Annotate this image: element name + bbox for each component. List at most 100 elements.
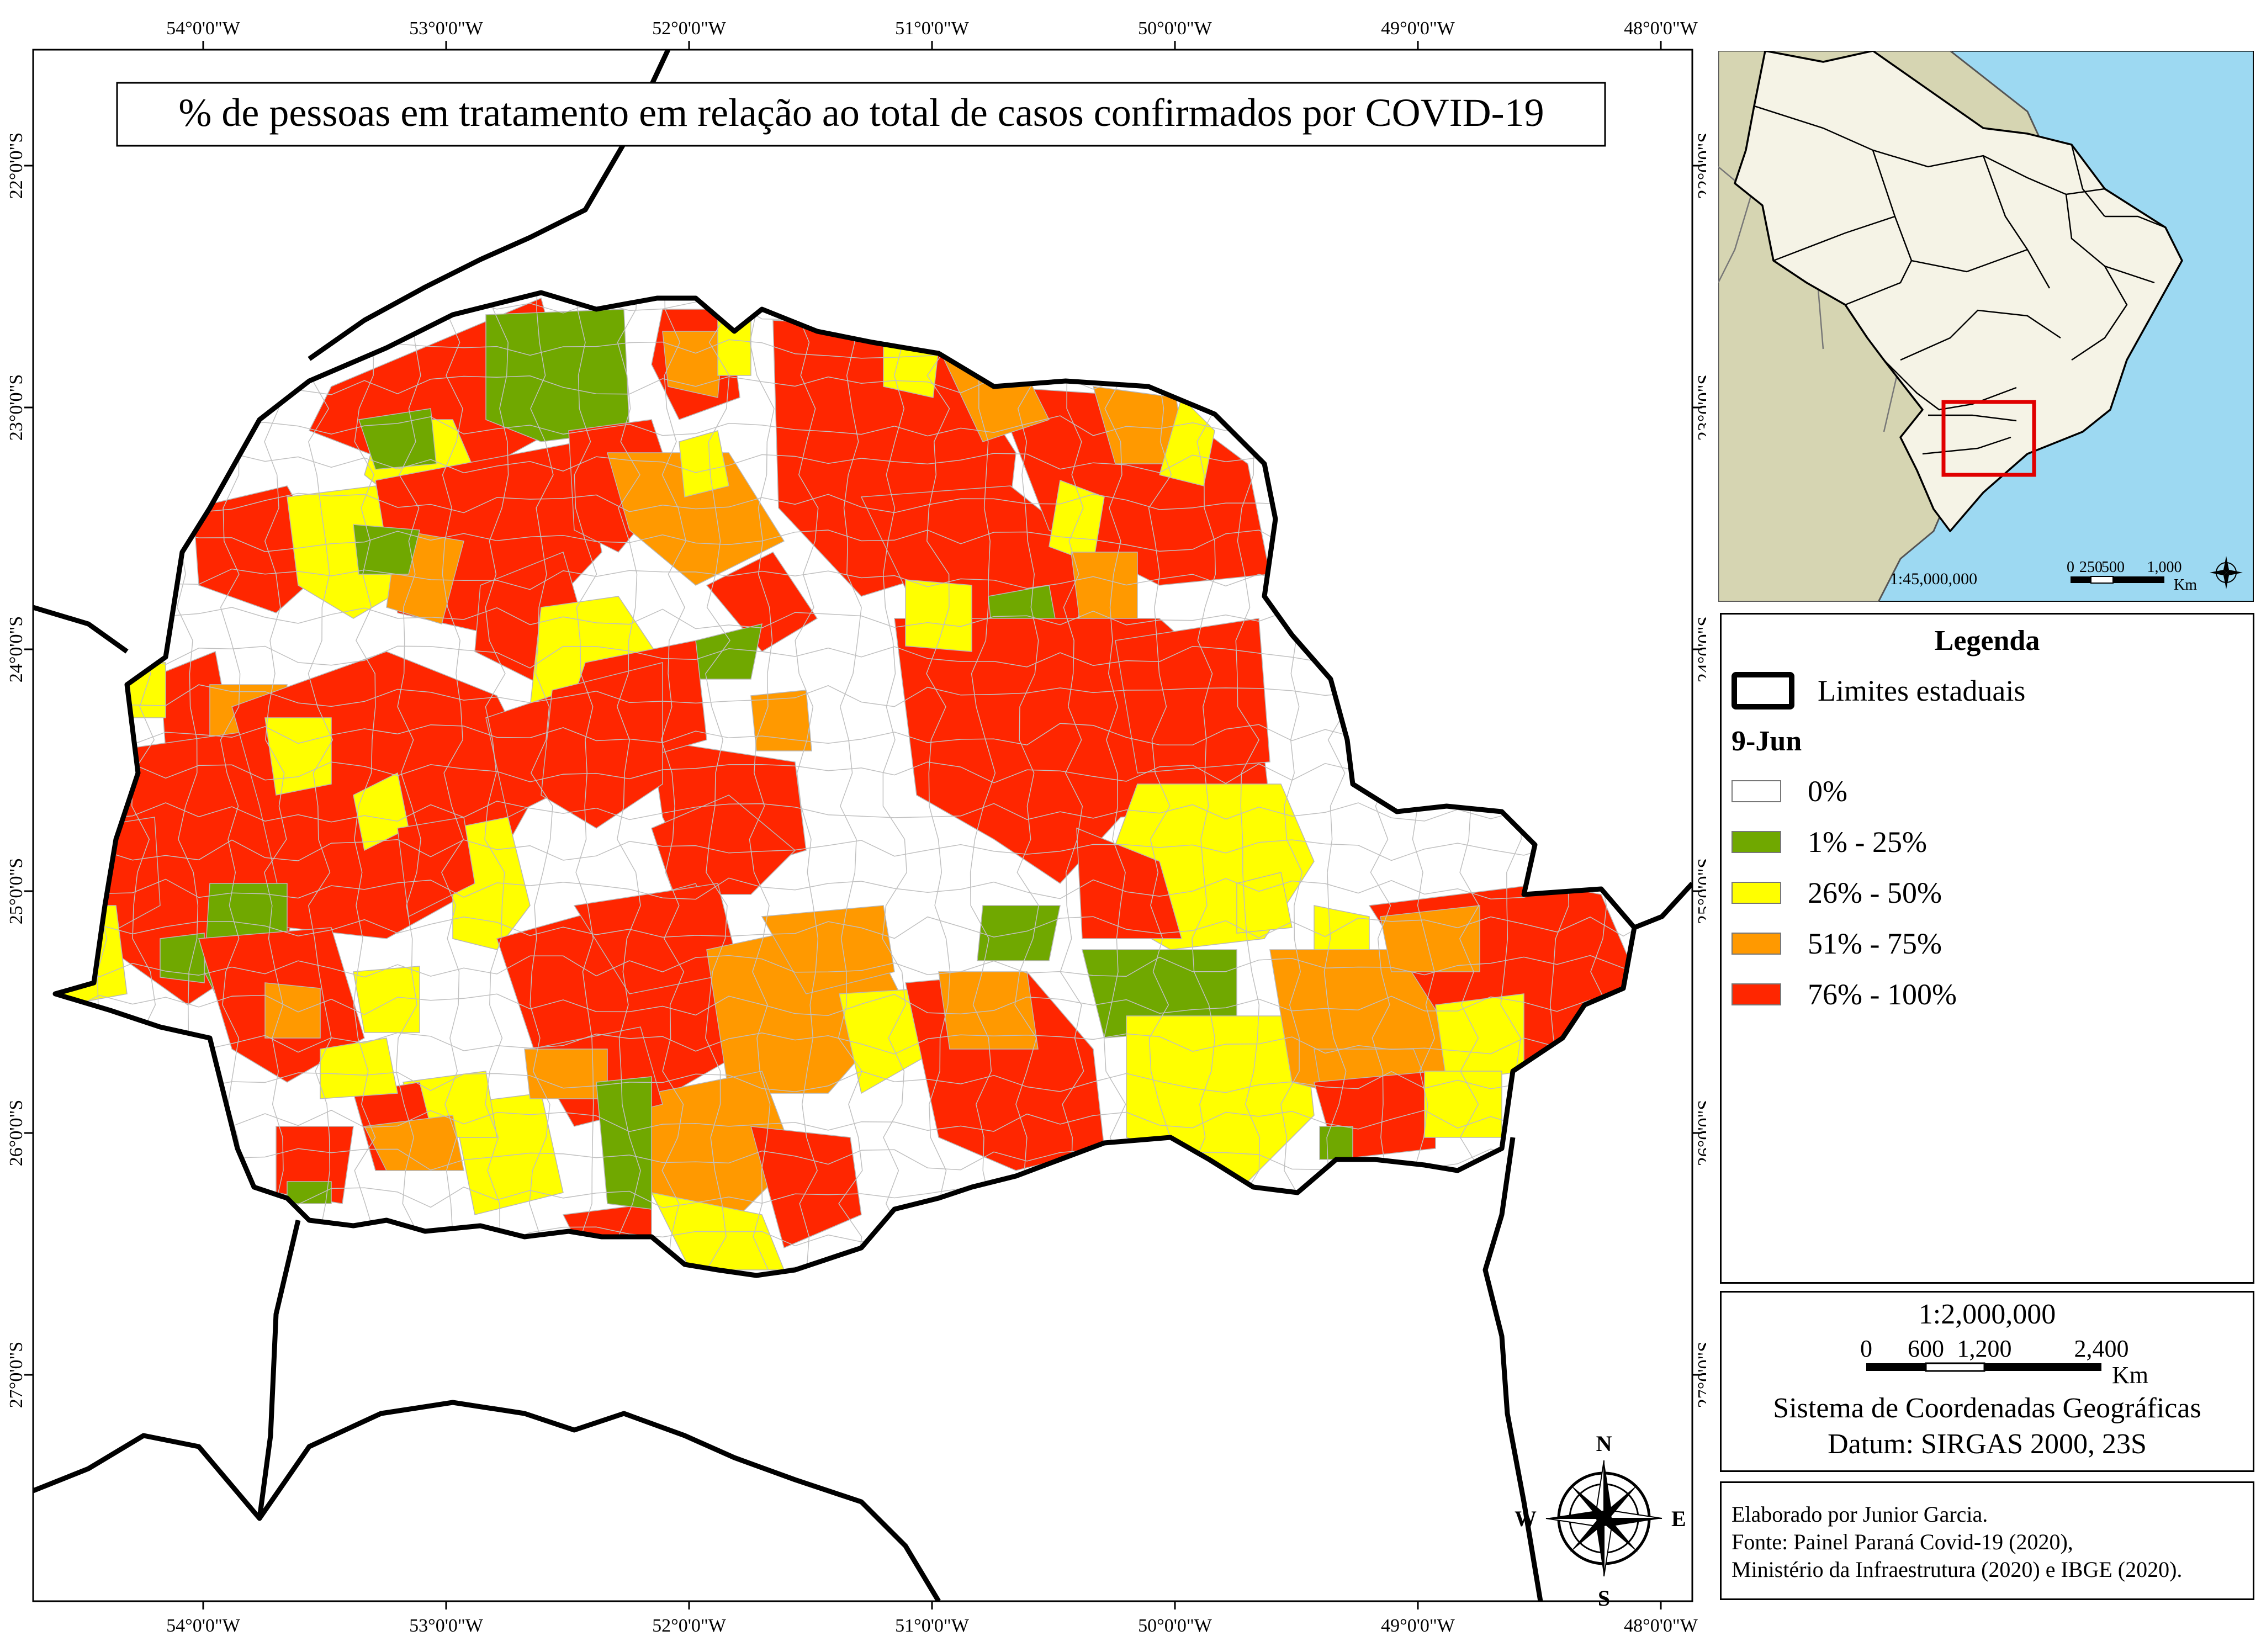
- longitude-tick-label-bottom: 52°0'0"W: [652, 1616, 727, 1636]
- svg-text:600: 600: [1908, 1335, 1944, 1362]
- compass-s: S: [1598, 1586, 1610, 1611]
- municipal-boundary: [573, 293, 597, 1270]
- municipality-region: [363, 1115, 464, 1171]
- longitude-tick-label-top: 51°0'0"W: [895, 18, 970, 39]
- legend-panel: Legenda Limites estaduais 9-Jun 0% 1% - 2…: [1720, 613, 2254, 1284]
- longitude-tick-label-bottom: 51°0'0"W: [895, 1616, 970, 1636]
- legend-title: Legenda: [1934, 625, 2040, 656]
- longitude-tick-label-bottom: 54°0'0"W: [166, 1616, 241, 1636]
- credit-source-1: Fonte: Painel Paraná Covid-19 (2020),: [1732, 1529, 2073, 1554]
- inset-map: 1:45,000,000 0 250 500 1,000 Km: [1718, 51, 2254, 602]
- latitude-tick-label-left: 25°0'0"S: [6, 858, 27, 925]
- coordinate-system: Sistema de Coordenadas Geográficas: [1773, 1392, 2201, 1424]
- scale-panel: 1:2,000,000 0 600 1,200 2,400 Km Sistema…: [1720, 1291, 2254, 1472]
- neighbor-state-boundaries: [33, 50, 1692, 1601]
- municipality-region: [1076, 827, 1182, 939]
- main-map: 54°0'0"W 53°0'0"W 52°0'0"W 51°0'0"W 50°0'0"W…: [6, 18, 1706, 1636]
- municipality-region: [1435, 993, 1524, 1083]
- municipal-boundary: [749, 293, 775, 1270]
- municipality-region: [750, 690, 812, 751]
- municipality-region: [353, 966, 420, 1033]
- municipal-boundary: [395, 293, 421, 1270]
- longitude-tick-label-top: 52°0'0"W: [652, 18, 727, 39]
- municipal-boundary: [55, 1109, 1634, 1132]
- inset-compass-icon: [2210, 556, 2243, 589]
- legend-class-label: 51% - 75%: [1808, 927, 1942, 960]
- municipality-region: [905, 579, 972, 652]
- longitude-tick-label-top: 53°0'0"W: [409, 18, 484, 39]
- municipality-region: [1115, 618, 1270, 774]
- municipal-boundary: [705, 293, 730, 1270]
- municipal-boundary: [263, 293, 288, 1270]
- municipal-boundary: [616, 293, 641, 1270]
- datum: Datum: SIRGAS 2000, 23S: [1828, 1428, 2147, 1460]
- municipality-region: [1159, 396, 1215, 486]
- municipality-region: [1319, 1126, 1353, 1160]
- longitude-tick-label-bottom: 53°0'0"W: [409, 1616, 484, 1636]
- municipality-region: [596, 1076, 652, 1210]
- municipal-boundary: [795, 293, 819, 1270]
- inset-brazil-states: [1754, 105, 2166, 455]
- municipality-region: [679, 430, 729, 497]
- municipality-region: [287, 1181, 332, 1204]
- longitude-ticks-top: 54°0'0"W 53°0'0"W 52°0'0"W 51°0'0"W 50°0'0"W…: [166, 18, 1698, 50]
- municipal-boundary: [1103, 293, 1127, 1270]
- latitude-tick-label-left: 23°0'0"S: [6, 374, 27, 441]
- longitude-tick-label-top: 48°0'0"W: [1624, 18, 1698, 39]
- municipality-region: [662, 331, 724, 398]
- svg-text:0: 0: [2067, 559, 2074, 576]
- legend-color-swatch: [1732, 882, 1781, 904]
- legend-item-state-limits: Limites estaduais: [1732, 672, 2025, 709]
- compass-e: E: [1671, 1506, 1686, 1531]
- credit-author: Elaborado por Junior Garcia.: [1732, 1502, 1988, 1527]
- municipality-region: [750, 1126, 862, 1249]
- svg-text:250: 250: [2079, 559, 2103, 576]
- svg-text:2,400: 2,400: [2074, 1335, 2129, 1362]
- municipality-region: [452, 817, 531, 950]
- latitude-ticks-right: 22°0'0"S23°0'0"S24°0'0"S25°0'0"S26°0'0"S…: [1692, 133, 1706, 1408]
- legend-class-label: 26% - 50%: [1808, 876, 1942, 909]
- municipality-region: [320, 1037, 398, 1099]
- municipality-region: [1424, 1071, 1502, 1138]
- municipal-boundary: [55, 916, 1634, 939]
- municipal-boundary: [55, 839, 1634, 862]
- municipality-region: [977, 905, 1061, 961]
- latitude-ticks-left: 22°0'0"S 23°0'0"S 24°0'0"S 25°0'0"S 26°0'0"S…: [6, 133, 33, 1408]
- municipal-boundary: [661, 293, 687, 1270]
- scale-bar: 0 600 1,200 2,400 Km: [1860, 1335, 2148, 1389]
- municipal-boundary: [55, 1071, 1634, 1093]
- map-title: % de pessoas em tratamento em relação ao…: [178, 91, 1544, 135]
- longitude-ticks-bottom: 54°0'0"W 53°0'0"W 52°0'0"W 51°0'0"W 50°0'0"W…: [166, 1601, 1698, 1636]
- legend-date: 9-Jun: [1732, 726, 1802, 757]
- municipal-boundary: [55, 993, 1634, 1016]
- longitude-tick-label-bottom: 48°0'0"W: [1624, 1616, 1698, 1636]
- longitude-tick-label-top: 50°0'0"W: [1138, 18, 1212, 39]
- latitude-tick-label-left: 24°0'0"S: [6, 616, 27, 683]
- longitude-tick-label-top: 49°0'0"W: [1381, 18, 1455, 39]
- latitude-tick-label-left: 22°0'0"S: [6, 133, 27, 199]
- municipal-boundary: [55, 1032, 1634, 1055]
- legend-class-item: 26% - 50%: [1732, 876, 1942, 909]
- municipality-region: [938, 971, 1039, 1050]
- municipality-region: [524, 1049, 608, 1099]
- svg-text:Km: Km: [2112, 1362, 2148, 1389]
- svg-text:0: 0: [1860, 1335, 1872, 1362]
- municipality-region: [1380, 905, 1480, 972]
- compass-w: W: [1515, 1506, 1537, 1531]
- municipal-boundary: [55, 877, 1634, 900]
- municipal-boundary: [1148, 293, 1172, 1270]
- svg-text:1:45,000,000: 1:45,000,000: [1890, 570, 1977, 588]
- longitude-tick-label-bottom: 49°0'0"W: [1381, 1616, 1455, 1636]
- svg-text:500: 500: [2101, 559, 2125, 576]
- compass-rose: N S E W: [1515, 1431, 1686, 1611]
- municipality-region: [353, 524, 420, 575]
- latitude-tick-label-left: 26°0'0"S: [6, 1100, 27, 1167]
- municipal-boundary: [308, 293, 333, 1270]
- longitude-tick-label-bottom: 50°0'0"W: [1138, 1616, 1212, 1636]
- municipality-region: [264, 717, 332, 796]
- credit-source-2: Ministério da Infraestrutura (2020) e IB…: [1732, 1557, 2183, 1582]
- legend-class-item: 51% - 75%: [1732, 927, 1942, 960]
- legend-color-swatch: [1732, 780, 1781, 802]
- legend-class-label: 76% - 100%: [1808, 978, 1957, 1011]
- municipal-boundary: [838, 293, 863, 1270]
